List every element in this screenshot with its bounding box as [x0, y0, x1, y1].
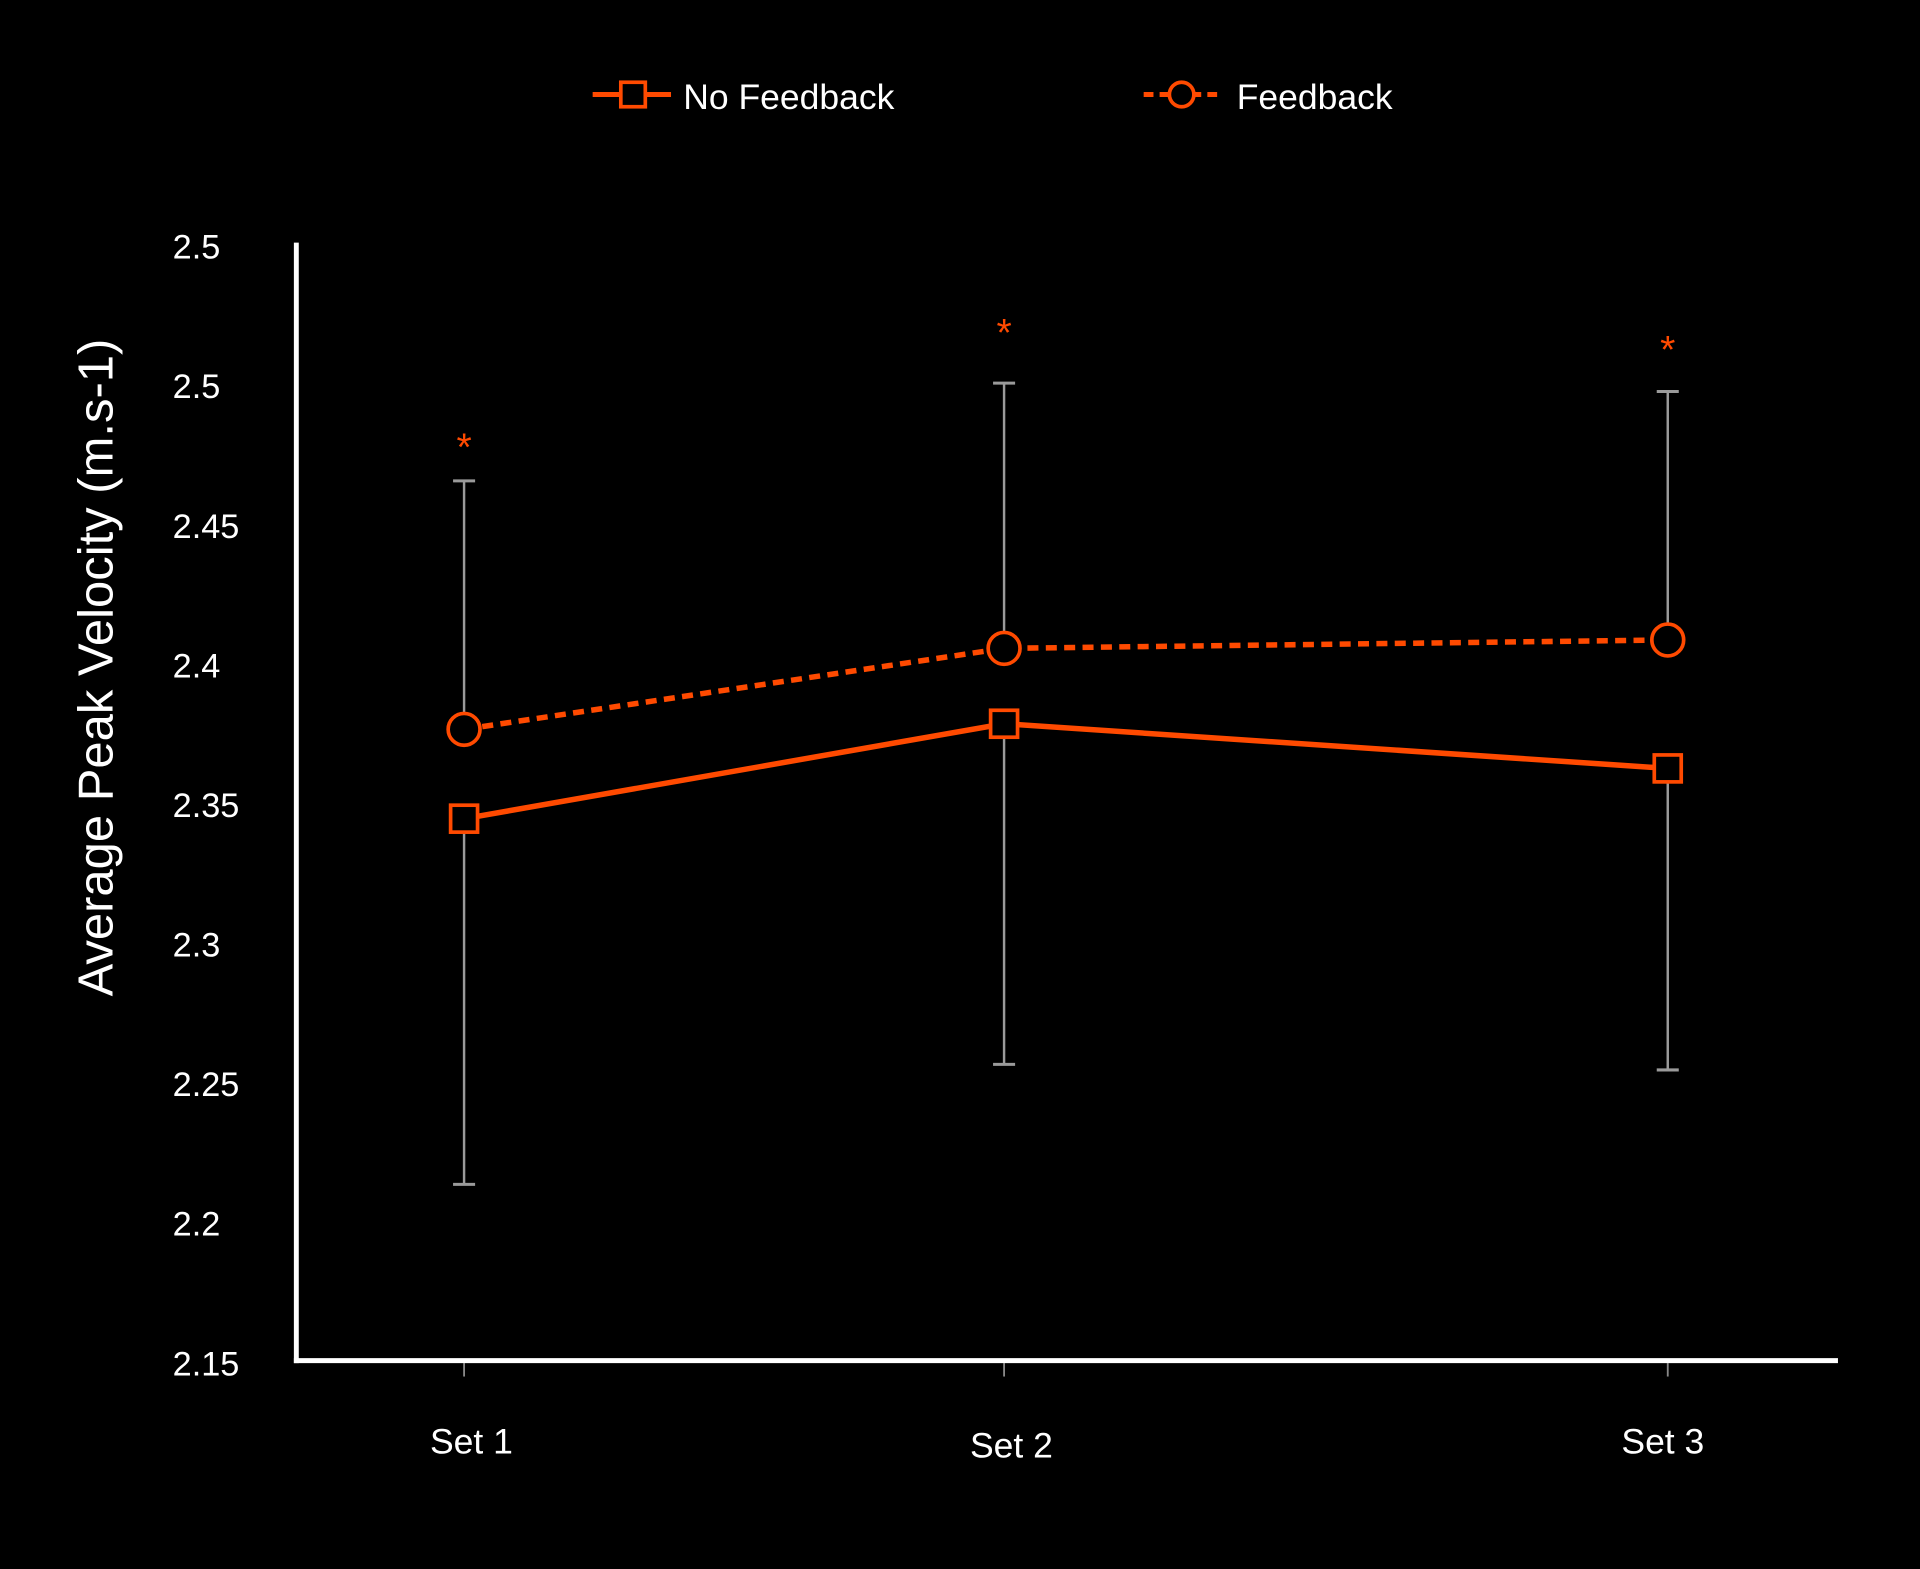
y-tick-labels: 2.5 2.5 2.45 2.4 2.35 2.3 2.25 2.2 2.15 [173, 229, 240, 1384]
series-line-feedback [463, 637, 1668, 733]
data-point-no-feedback [988, 708, 1020, 740]
y-tick-label: 2.45 [173, 508, 240, 546]
y-tick-label: 2.35 [173, 787, 240, 825]
data-point-feedback [986, 630, 1022, 667]
y-tick-label: 2.4 [173, 647, 221, 685]
error-bars [453, 381, 1679, 1186]
x-tick-label: Set 1 [430, 1422, 513, 1462]
series-markers [446, 622, 1686, 834]
legend-label-no-feedback: No Feedback [683, 77, 894, 117]
data-point-no-feedback [1652, 753, 1684, 784]
data-point-feedback [446, 711, 482, 748]
significance-asterisk: * [996, 312, 1011, 355]
legend: No Feedback Feedback [592, 77, 1393, 117]
y-tick-label: 2.5 [173, 229, 221, 267]
legend-item-feedback: Feedback [1143, 77, 1393, 117]
significance-asterisk: * [456, 427, 471, 470]
legend-square-marker [618, 80, 648, 109]
y-tick-label: 2.3 [173, 927, 221, 965]
significance-annotations: * * * [456, 312, 1675, 469]
x-tick-labels: Set 1 Set 2 Set 3 [430, 1363, 1704, 1465]
y-tick-label: 2.25 [173, 1066, 240, 1104]
data-point-no-feedback [448, 803, 480, 834]
legend-item-no-feedback: No Feedback [592, 77, 895, 117]
y-tick-label: 2.2 [173, 1206, 221, 1244]
legend-circle-marker [1167, 80, 1196, 109]
x-tick-label: Set 3 [1621, 1422, 1704, 1462]
y-tick-label: 2.5 [173, 368, 221, 406]
significance-asterisk: * [1660, 329, 1675, 372]
y-tick-label: 2.15 [173, 1345, 240, 1383]
data-point-feedback [1650, 622, 1686, 658]
legend-label-feedback: Feedback [1237, 77, 1393, 117]
x-tick-label: Set 2 [970, 1425, 1053, 1465]
y-axis-label: Average Peak Velocity (m.s-1) [70, 339, 124, 997]
series-lines [463, 637, 1668, 822]
series-line-no-feedback [463, 720, 1668, 822]
